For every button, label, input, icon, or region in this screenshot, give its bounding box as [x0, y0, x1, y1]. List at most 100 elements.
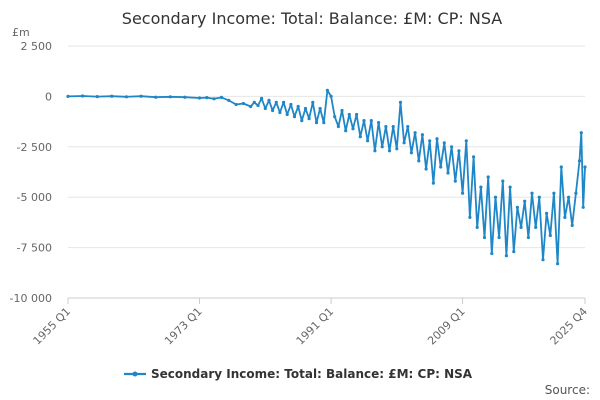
data-point[interactable] [453, 179, 457, 183]
data-point[interactable] [556, 262, 560, 266]
data-point[interactable] [464, 139, 468, 143]
data-point[interactable] [318, 106, 322, 111]
data-point[interactable] [373, 149, 377, 153]
data-point[interactable] [307, 117, 311, 121]
data-point[interactable] [256, 103, 260, 108]
data-point[interactable] [351, 127, 355, 131]
data-point[interactable] [523, 199, 527, 203]
data-point[interactable] [329, 94, 333, 98]
data-point[interactable] [479, 185, 483, 189]
data-point[interactable] [384, 125, 388, 129]
data-point[interactable] [391, 125, 395, 129]
data-point[interactable] [468, 215, 472, 219]
data-point[interactable] [530, 191, 534, 195]
data-point[interactable] [519, 225, 523, 229]
data-point[interactable] [227, 98, 231, 102]
data-point[interactable] [537, 195, 541, 199]
data-point[interactable] [267, 98, 271, 102]
data-point[interactable] [435, 137, 439, 141]
data-point[interactable] [482, 235, 487, 240]
data-point[interactable] [409, 151, 413, 155]
data-point[interactable] [249, 104, 253, 109]
data-point[interactable] [497, 235, 501, 240]
data-point[interactable] [81, 94, 85, 98]
data-point[interactable] [336, 125, 340, 129]
data-point[interactable] [197, 96, 202, 100]
data-point[interactable] [545, 211, 549, 215]
data-point[interactable] [439, 165, 443, 169]
data-point[interactable] [234, 102, 238, 107]
data-point[interactable] [450, 145, 454, 149]
data-point[interactable] [325, 88, 329, 92]
data-point[interactable] [278, 110, 282, 115]
data-point[interactable] [154, 95, 158, 99]
data-point[interactable] [366, 139, 370, 143]
data-point[interactable] [406, 125, 410, 129]
data-point[interactable] [340, 108, 344, 113]
data-point[interactable] [431, 181, 435, 185]
data-point[interactable] [574, 191, 578, 195]
data-point[interactable] [567, 195, 571, 199]
data-point[interactable] [504, 254, 508, 258]
data-point[interactable] [282, 100, 286, 104]
data-point[interactable] [559, 165, 563, 169]
data-point[interactable] [398, 100, 403, 104]
data-point[interactable] [583, 165, 587, 169]
data-point[interactable] [333, 115, 337, 119]
data-point[interactable] [303, 106, 308, 111]
data-point[interactable] [219, 95, 224, 99]
data-point[interactable] [475, 225, 479, 229]
data-point[interactable] [442, 141, 446, 145]
data-point[interactable] [515, 205, 520, 209]
data-point[interactable] [548, 233, 552, 238]
data-point[interactable] [300, 119, 304, 123]
data-point[interactable] [552, 191, 556, 195]
data-point[interactable] [541, 258, 545, 262]
data-point[interactable] [263, 106, 267, 111]
data-point[interactable] [124, 95, 129, 99]
data-point[interactable] [369, 119, 373, 123]
data-point[interactable] [168, 95, 172, 99]
data-point[interactable] [95, 95, 99, 99]
data-point[interactable] [314, 121, 319, 125]
data-point[interactable] [579, 131, 583, 135]
data-point[interactable] [271, 108, 275, 113]
series-line[interactable] [67, 89, 586, 265]
data-point[interactable] [417, 159, 421, 163]
data-point[interactable] [205, 96, 209, 100]
data-point[interactable] [274, 100, 278, 104]
data-point[interactable] [534, 225, 538, 229]
data-point[interactable] [446, 171, 450, 175]
data-point[interactable] [252, 100, 256, 104]
data-point[interactable] [570, 223, 574, 227]
data-point[interactable] [362, 119, 366, 123]
data-point[interactable] [380, 145, 384, 149]
data-point[interactable] [322, 121, 326, 125]
data-point[interactable] [413, 131, 417, 135]
data-point[interactable] [461, 191, 465, 195]
data-point[interactable] [260, 96, 264, 100]
data-point[interactable] [66, 94, 70, 98]
data-point[interactable] [139, 94, 143, 98]
data-point[interactable] [289, 102, 293, 107]
data-point[interactable] [486, 175, 490, 179]
data-point[interactable] [501, 179, 505, 183]
data-point[interactable] [512, 250, 516, 254]
data-point[interactable] [241, 101, 245, 106]
data-point[interactable] [493, 195, 498, 199]
data-point[interactable] [212, 97, 216, 101]
data-point[interactable] [377, 121, 381, 125]
data-point[interactable] [563, 215, 567, 219]
data-point[interactable] [420, 133, 424, 137]
data-point[interactable] [292, 115, 297, 119]
data-point[interactable] [424, 167, 428, 171]
data-point[interactable] [355, 112, 359, 117]
data-point[interactable] [577, 159, 582, 163]
data-point[interactable] [110, 94, 114, 98]
data-point[interactable] [285, 112, 289, 117]
data-point[interactable] [395, 147, 399, 151]
data-point[interactable] [387, 149, 392, 153]
data-point[interactable] [581, 205, 585, 209]
data-point[interactable] [428, 139, 432, 143]
data-point[interactable] [472, 155, 476, 159]
